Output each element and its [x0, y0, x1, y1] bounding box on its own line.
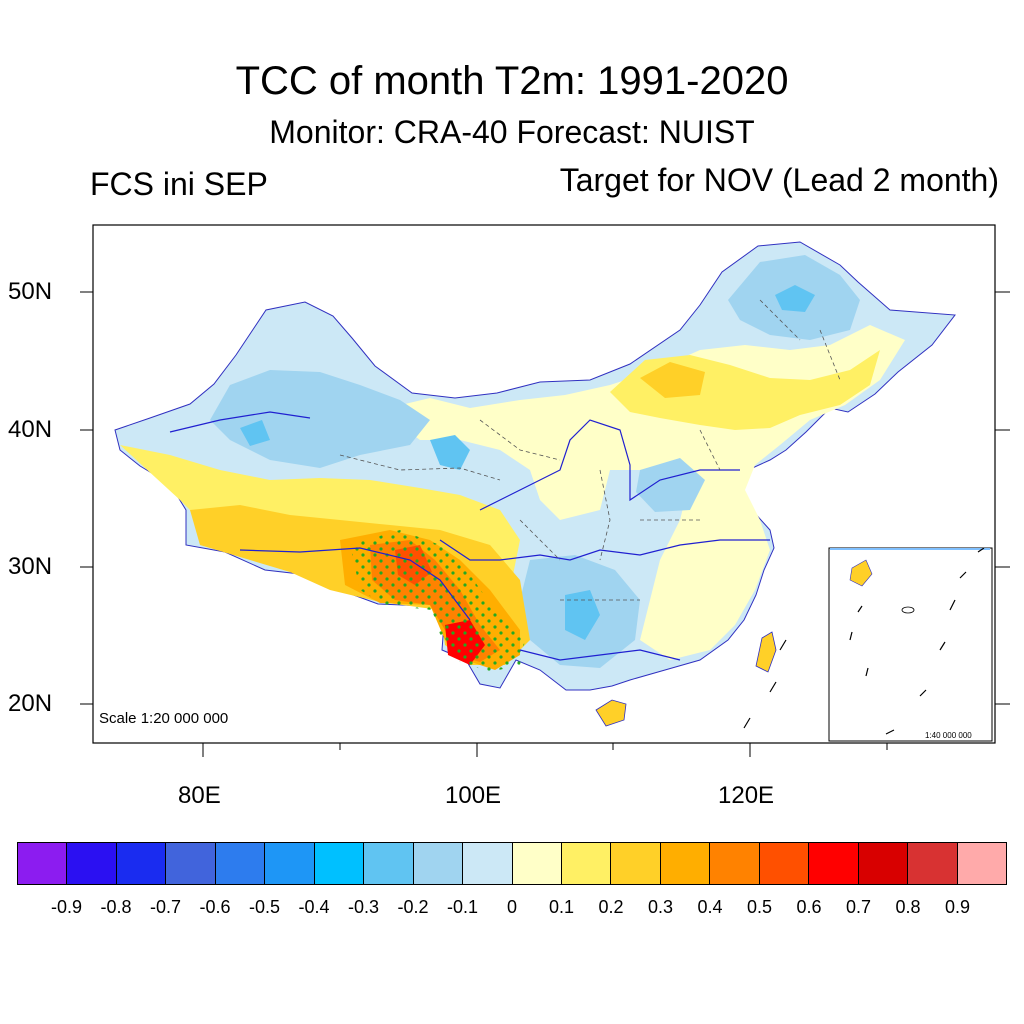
inset-map: [828, 547, 993, 742]
field-zone-blue-northeast-core: [775, 285, 815, 312]
colorbar-tick-label: 0.8: [895, 897, 921, 917]
colorbar-swatch-16: [809, 843, 859, 884]
river-yangtze: [439, 539, 770, 561]
lat-ticks: [80, 291, 1010, 705]
colorbar-swatch-13: [660, 843, 711, 884]
colorbar-swatch-9: [463, 843, 513, 884]
colorbar-tick-label: -0.6: [199, 897, 231, 917]
river-yellow: [479, 419, 740, 511]
colorbar-swatch-4: [215, 843, 266, 884]
forecast-init-label: FCS ini SEP: [90, 166, 268, 202]
lat-label-30n: 30N: [8, 553, 53, 580]
lon-label-80e: 80E: [178, 782, 221, 809]
lon-ticks: [202, 743, 888, 757]
colorbar-swatch-8: [413, 843, 464, 884]
nine-dash-marks: [743, 639, 787, 729]
colorbar-tick-label: 0.3: [647, 897, 674, 917]
colorbar-tick-label: 0.9: [944, 897, 971, 917]
field-zone-blue-gansu: [430, 435, 470, 470]
map-subtitle: Monitor: CRA-40 Forecast: NUIST: [269, 114, 755, 150]
colorbar-tick-label: -0.9: [50, 897, 83, 917]
field-zone-blue-south-core: [565, 590, 600, 640]
river-tibet: [239, 547, 471, 621]
colorbar-tick-label: -0.1: [446, 897, 479, 917]
target-month-label: Target for NOV (Lead 2 month): [559, 162, 999, 198]
inset-scale-label: 1:40 000 000: [925, 731, 972, 740]
colorbar-tick-label: 0.6: [796, 897, 822, 917]
river-tarim: [169, 411, 311, 433]
colorbar-swatch-5: [265, 843, 315, 884]
china-field: [114, 241, 956, 727]
field-zone-blue-central: [636, 458, 705, 512]
colorbar-swatch-3: [166, 843, 216, 884]
colorbar-swatch-6: [314, 843, 365, 884]
colorbar-tick-label: 0: [506, 897, 518, 917]
colorbar-tick-label: -0.4: [298, 897, 330, 917]
field-zone-orange-north: [640, 362, 705, 398]
province-boundaries: [339, 299, 841, 601]
colorbar-swatch-10: [512, 843, 562, 884]
colorbar-swatch-15: [759, 843, 810, 884]
colorbar-tick-label: 0.2: [598, 897, 624, 917]
colorbar-swatch-12: [611, 843, 661, 884]
colorbar-swatch-0: [18, 843, 68, 884]
hainan-island: [595, 699, 627, 727]
colorbar-swatch-11: [561, 843, 612, 884]
colorbar-labels: -0.9 -0.8 -0.7 -0.6 -0.5 -0.4 -0.3 -0.2 -0.1 0 0.1…: [17, 896, 1007, 920]
colorbar-swatch-2: [116, 843, 167, 884]
field-zone-blue-northwest-core: [240, 420, 270, 446]
colorbar-tick-label: 0.1: [548, 897, 575, 917]
map-title: TCC of month T2m: 1991-2020: [235, 59, 789, 103]
map-scale-label: Scale 1:20 000 000: [99, 710, 229, 727]
colorbar-tick-label: -0.7: [149, 897, 182, 917]
colorbar-tick-label: -0.5: [248, 897, 281, 917]
lon-label-120e: 120E: [718, 782, 775, 809]
lon-label-100e: 100E: [445, 782, 502, 809]
colorbar-swatch-19: [957, 843, 1007, 884]
colorbar-tick-label: -0.3: [347, 897, 380, 917]
lat-label-20n: 20N: [8, 690, 53, 717]
colorbar-swatch-17: [858, 843, 909, 884]
lat-label-50n: 50N: [8, 278, 53, 305]
colorbar-swatch-1: [67, 843, 117, 884]
significance-stippling: [350, 530, 525, 672]
colorbar-tick-label: 0.4: [697, 897, 723, 917]
river-pearl: [519, 649, 681, 661]
lat-label-40n: 40N: [8, 416, 53, 443]
colorbar-swatch-14: [710, 843, 760, 884]
colorbar-tick-label: -0.2: [397, 897, 429, 917]
colorbar: [17, 842, 1007, 885]
colorbar-tick-label: 0.7: [845, 897, 872, 917]
field-zone-blue-northwest: [210, 370, 430, 468]
colorbar-tick-label: -0.8: [100, 897, 132, 917]
colorbar-swatch-7: [364, 843, 414, 884]
taiwan-island: [755, 631, 777, 673]
colorbar-swatch-18: [908, 843, 958, 884]
colorbar-tick-label: 0.5: [746, 897, 773, 917]
